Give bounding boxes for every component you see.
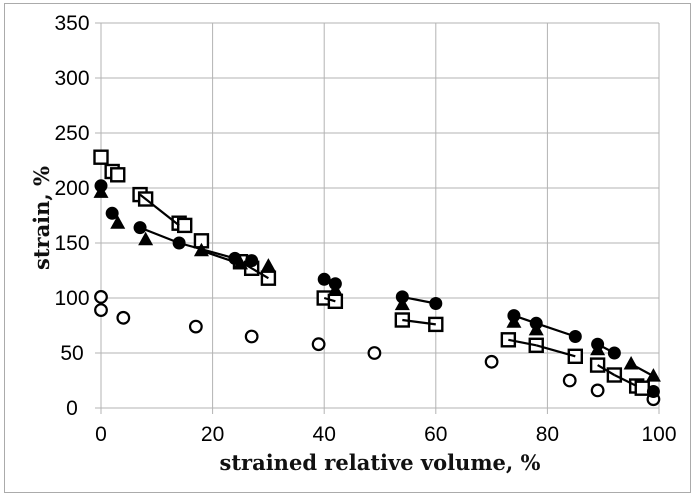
data-point-filled-triangle: [623, 356, 639, 370]
y-tick-label: 150: [54, 232, 89, 255]
data-point-filled-circle: [646, 385, 660, 398]
data-point-filled-circle: [507, 309, 521, 323]
data-point-open-circle: [116, 310, 131, 325]
y-tick-label: 50: [60, 342, 83, 365]
data-point-filled-circle: [228, 251, 242, 265]
data-point-filled-triangle: [645, 368, 661, 382]
chart-border: [4, 3, 691, 493]
data-point-open-circle: [484, 354, 499, 369]
x-tick-label: 80: [536, 423, 559, 446]
data-point-filled-circle: [245, 254, 259, 268]
data-point-filled-circle: [591, 337, 605, 351]
data-point-filled-triangle: [138, 231, 154, 246]
y-tick-label: 0: [66, 397, 78, 420]
data-point-open-square: [93, 149, 109, 165]
data-point-open-square: [110, 167, 126, 183]
series-segment: [139, 193, 180, 227]
x-axis-title: strained relative volume, %: [219, 450, 541, 475]
x-tick-label: 20: [201, 423, 224, 446]
data-point-filled-triangle: [233, 255, 248, 270]
series-segment: [613, 374, 638, 387]
x-tick-label: 60: [424, 423, 447, 446]
y-tick-label: 200: [54, 177, 89, 200]
data-point-open-circle: [94, 290, 108, 304]
data-point-open-circle: [562, 373, 577, 388]
data-point-filled-circle: [429, 297, 443, 310]
data-point-filled-circle: [568, 330, 582, 343]
data-point-open-circle: [244, 329, 259, 344]
data-point-filled-circle: [395, 290, 409, 304]
series-segment: [597, 364, 615, 376]
data-point-filled-triangle: [260, 258, 276, 272]
data-point-open-square: [634, 380, 650, 396]
data-point-filled-circle: [105, 206, 119, 220]
series-segment: [139, 226, 180, 245]
data-point-open-circle: [94, 303, 108, 318]
data-point-filled-circle: [529, 316, 543, 330]
data-point-open-circle: [590, 383, 605, 398]
series-segment: [508, 338, 537, 347]
y-tick-label: 100: [54, 287, 89, 310]
y-tick-label: 250: [54, 122, 89, 145]
series-segment: [535, 322, 576, 338]
series-segment: [323, 296, 336, 303]
series-segment: [178, 241, 236, 260]
data-point-filled-triangle: [193, 242, 209, 257]
y-tick-label: 300: [54, 67, 89, 90]
data-point-filled-circle: [328, 277, 342, 291]
data-point-open-circle: [367, 346, 382, 360]
data-point-filled-circle: [172, 236, 186, 250]
data-point-open-circle: [311, 337, 326, 352]
data-point-filled-triangle: [110, 215, 126, 229]
series-segment: [402, 318, 436, 326]
data-point-open-circle: [188, 319, 203, 334]
data-point-filled-circle: [133, 221, 147, 235]
data-point-filled-circle: [94, 179, 108, 193]
y-axis-title: strain, %: [29, 166, 54, 271]
y-tick-label: 350: [54, 12, 89, 35]
data-point-filled-circle: [607, 346, 621, 360]
series-segment: [535, 344, 576, 358]
x-tick-label: 40: [313, 423, 336, 446]
x-tick-label: 100: [641, 423, 676, 446]
x-tick-label: 0: [95, 423, 107, 446]
data-point-filled-circle: [317, 272, 331, 286]
data-point-open-square: [176, 217, 193, 234]
